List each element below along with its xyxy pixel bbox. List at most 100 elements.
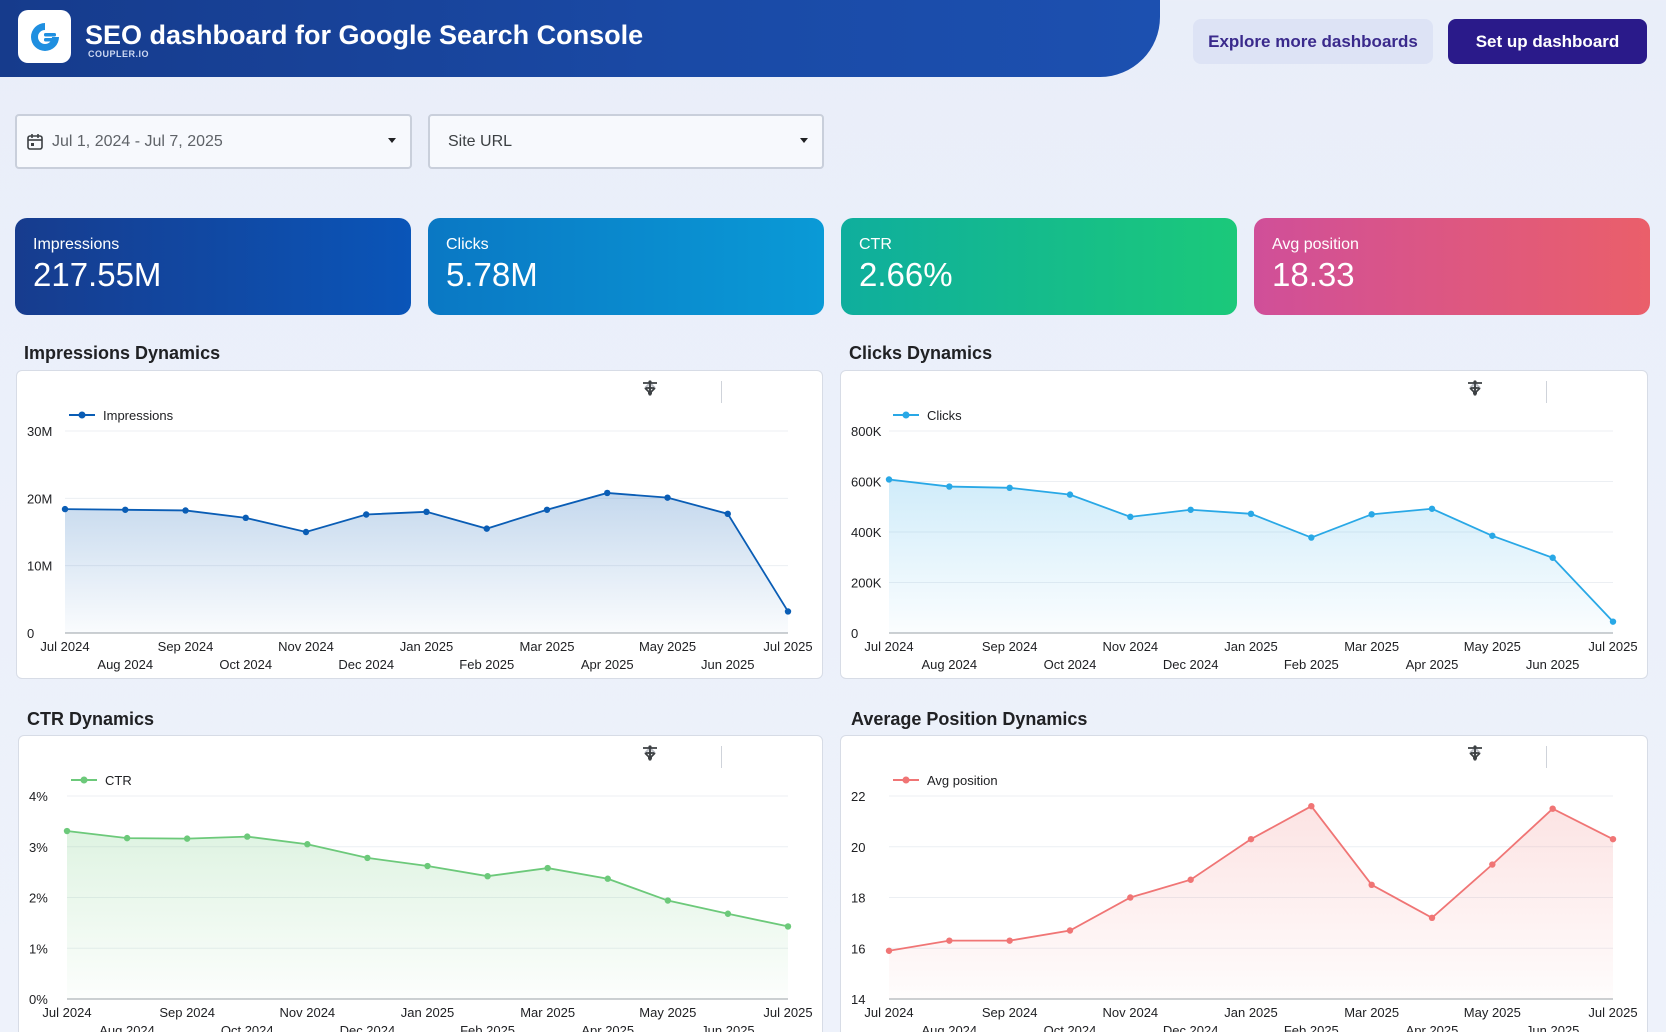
data-point[interactable]	[1549, 805, 1556, 812]
kpi-label: Impressions	[33, 236, 120, 253]
legend-label: Avg position	[927, 773, 998, 788]
data-point[interactable]	[1066, 491, 1074, 498]
data-point[interactable]	[123, 834, 131, 842]
x-tick-label: Jul 2024	[40, 639, 89, 654]
more-options-icon[interactable]	[1473, 379, 1627, 405]
x-tick-label: Jun 2025	[1526, 1023, 1580, 1032]
data-point[interactable]	[364, 854, 371, 862]
y-tick-label: 0	[851, 626, 858, 641]
kpi-label: CTR	[859, 236, 892, 253]
x-tick-label: Jul 2024	[864, 1005, 913, 1020]
data-point[interactable]	[604, 489, 611, 497]
data-point[interactable]	[543, 506, 551, 513]
data-point[interactable]	[1428, 914, 1436, 921]
x-tick-label: Apr 2025	[1406, 657, 1459, 672]
data-point[interactable]	[1368, 511, 1375, 518]
data-point[interactable]	[61, 505, 69, 513]
data-point[interactable]	[1247, 835, 1255, 843]
data-point[interactable]	[1308, 534, 1315, 541]
data-point[interactable]	[484, 872, 491, 880]
data-point[interactable]	[244, 833, 251, 840]
data-point[interactable]	[1187, 876, 1194, 883]
data-point[interactable]	[784, 923, 792, 930]
position-section-title: Average Position Dynamics	[851, 709, 1088, 729]
data-point[interactable]	[302, 528, 310, 536]
kpi-value: 2.66%	[859, 256, 953, 293]
data-point[interactable]	[1428, 505, 1436, 512]
x-tick-label: Apr 2025	[581, 657, 634, 672]
data-point[interactable]	[1247, 510, 1255, 518]
date-range-filter[interactable]: Jul 1, 2024 - Jul 7, 2025	[15, 114, 412, 169]
y-tick-label: 18	[851, 891, 865, 906]
x-tick-label: Jul 2025	[1588, 1005, 1637, 1020]
legend-label: Impressions	[103, 408, 174, 423]
data-point[interactable]	[424, 862, 431, 870]
more-options-icon[interactable]	[648, 744, 802, 770]
chevron-down-icon	[800, 138, 808, 143]
data-point[interactable]	[1609, 835, 1617, 843]
data-point[interactable]	[1609, 618, 1617, 625]
legend-label: Clicks	[927, 408, 962, 423]
x-tick-label: Nov 2024	[280, 1005, 336, 1020]
data-point[interactable]	[182, 507, 189, 514]
data-point[interactable]	[423, 508, 430, 515]
x-tick-label: Jul 2025	[763, 639, 812, 654]
kpi-impressions: Impressions 217.55M	[15, 218, 411, 315]
x-tick-label: Feb 2025	[460, 1023, 515, 1032]
data-point[interactable]	[363, 511, 370, 518]
more-options-icon[interactable]	[1473, 744, 1627, 770]
series-area	[65, 492, 788, 633]
x-tick-label: Feb 2025	[1284, 1023, 1339, 1032]
explore-dashboards-button[interactable]: Explore more dashboards	[1193, 19, 1433, 64]
x-tick-label: Jan 2025	[401, 1005, 455, 1020]
page-title: SEO dashboard for Google Search Console	[85, 20, 644, 50]
data-point[interactable]	[304, 841, 311, 848]
data-point[interactable]	[724, 510, 731, 518]
data-point[interactable]	[1006, 937, 1013, 944]
data-point[interactable]	[483, 525, 490, 532]
y-tick-label: 0%	[29, 992, 48, 1007]
data-point[interactable]	[1127, 513, 1134, 521]
data-point[interactable]	[784, 608, 792, 615]
more-options-icon[interactable]	[648, 379, 802, 405]
x-tick-label: Jun 2025	[1526, 657, 1580, 672]
data-point[interactable]	[1308, 802, 1315, 810]
date-range-value: Jul 1, 2024 - Jul 7, 2025	[52, 132, 223, 150]
y-tick-label: 30M	[27, 424, 52, 439]
x-tick-label: Oct 2024	[219, 657, 272, 672]
data-point[interactable]	[1066, 927, 1074, 934]
data-point[interactable]	[242, 514, 249, 522]
setup-dashboard-button[interactable]: Set up dashboard	[1448, 19, 1647, 64]
x-tick-label: Mar 2025	[520, 639, 575, 654]
x-tick-label: Jul 2024	[864, 639, 913, 654]
legend-marker	[902, 776, 910, 784]
data-point[interactable]	[1368, 881, 1375, 889]
data-point[interactable]	[1489, 861, 1496, 868]
data-point[interactable]	[1549, 554, 1556, 561]
site-url-filter[interactable]: Site URL	[428, 114, 824, 169]
data-point[interactable]	[724, 910, 732, 917]
data-point[interactable]	[183, 835, 191, 842]
data-point[interactable]	[604, 875, 611, 882]
data-point[interactable]	[1489, 532, 1496, 539]
x-tick-label: Sep 2024	[982, 1005, 1038, 1020]
data-point[interactable]	[946, 937, 953, 944]
data-point[interactable]	[664, 897, 672, 904]
y-tick-label: 800K	[851, 424, 882, 439]
series-area	[889, 479, 1613, 633]
data-point[interactable]	[1127, 894, 1134, 901]
data-point[interactable]	[544, 864, 551, 872]
data-point[interactable]	[1187, 506, 1194, 513]
series-area	[67, 831, 788, 999]
data-point[interactable]	[122, 506, 129, 513]
data-point[interactable]	[1006, 484, 1013, 492]
data-point[interactable]	[946, 483, 953, 490]
data-point[interactable]	[885, 947, 893, 954]
data-point[interactable]	[63, 827, 71, 835]
data-point[interactable]	[664, 494, 671, 501]
toolbar-divider	[1546, 381, 1547, 403]
data-point[interactable]	[885, 476, 893, 483]
kpi-label: Clicks	[446, 236, 489, 253]
legend-label: CTR	[105, 773, 132, 788]
ctr-section-title: CTR Dynamics	[27, 709, 155, 729]
